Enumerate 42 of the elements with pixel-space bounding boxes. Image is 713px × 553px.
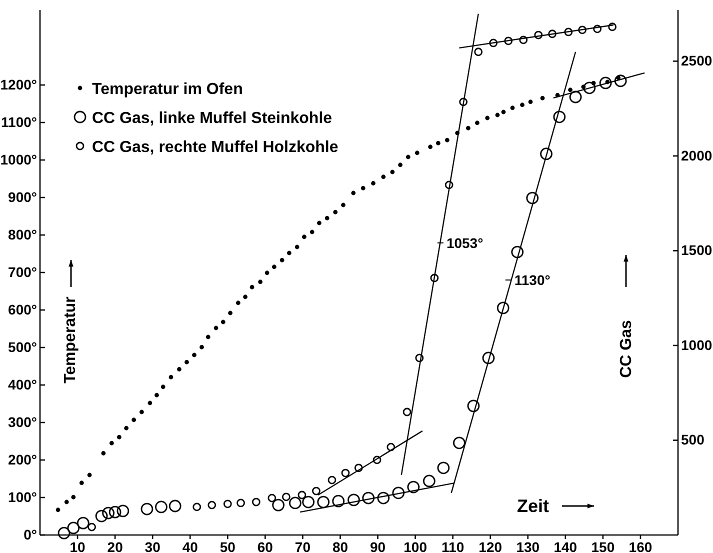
legend-label: Temperatur im Ofen (92, 81, 243, 98)
y-tick-label: 400° (8, 376, 37, 392)
x-tick-label: 80 (332, 538, 348, 553)
x-tick-label: 60 (257, 538, 274, 553)
y2-axis-title: CC Gas (618, 320, 635, 378)
x-tick-label: 70 (294, 538, 311, 553)
y-tick-label: 800° (8, 226, 37, 242)
x-tick-label: 10 (70, 538, 86, 553)
y-tick-label: 1200° (0, 76, 37, 92)
y-tick-label: 300° (8, 414, 37, 430)
y-tick-label: 200° (8, 451, 37, 468)
y-tick-label: 600° (8, 301, 37, 318)
y2-tick-label: 500 (681, 432, 705, 448)
legend-label: CC Gas, rechte Muffel Holzkohle (92, 139, 338, 156)
y-axis-title: Temperatur (62, 296, 79, 384)
y2-tick-label: 1500 (681, 242, 712, 258)
x-tick-label: 50 (220, 538, 236, 553)
x-tick-label: 160 (628, 538, 652, 553)
x-tick-label: 90 (370, 538, 386, 553)
y-tick-label: 1000° (0, 151, 37, 168)
x-tick-label: 140 (554, 538, 578, 553)
y2-tick-label: 2500 (681, 52, 712, 69)
y-tick-label: 100° (8, 488, 37, 505)
x-tick-label: 120 (478, 538, 502, 553)
legend-label: CC Gas, linke Muffel Steinkohle (92, 110, 332, 127)
y-tick-label: 1100° (1, 114, 37, 130)
y-tick-label: 0° (24, 526, 37, 542)
y-tick-label: 500° (8, 338, 37, 355)
x-tick-label: 100 (404, 538, 428, 553)
x-tick-label: 30 (144, 538, 161, 553)
x-tick-label: 110 (442, 538, 464, 553)
x-tick-label: 150 (591, 538, 615, 553)
annotation: 1130° (514, 272, 550, 288)
y2-tick-label: 1000 (681, 336, 712, 353)
x-axis-title: Zeit (517, 496, 550, 516)
annotation: 1053° (446, 234, 484, 251)
x-tick-label: 20 (107, 538, 124, 553)
x-tick-label: 130 (516, 538, 540, 553)
y-tick-label: 900° (8, 188, 37, 205)
y-tick-label: 700° (8, 264, 37, 280)
y2-tick-label: 2000 (681, 147, 712, 164)
x-tick-label: 40 (182, 538, 198, 553)
